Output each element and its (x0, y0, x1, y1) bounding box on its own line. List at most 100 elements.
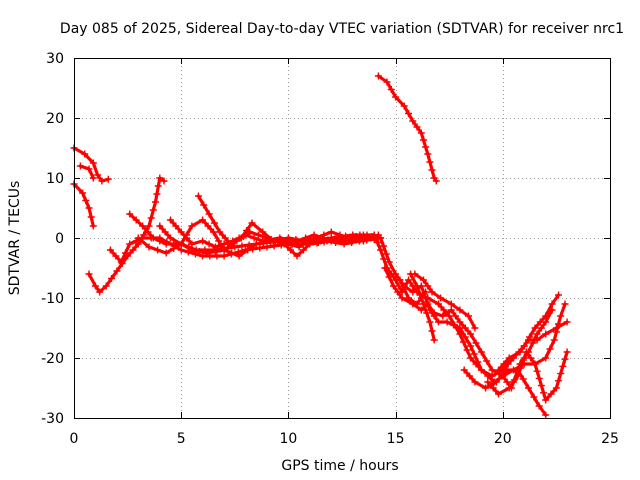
data-point (374, 72, 382, 80)
data-point (377, 234, 385, 242)
data-point (149, 234, 157, 242)
data-point (199, 216, 207, 224)
series-trace-1 (70, 144, 112, 185)
data-point (221, 234, 229, 242)
data-point (293, 237, 301, 245)
data-point (215, 237, 223, 245)
data-point (396, 276, 404, 284)
data-point (154, 246, 162, 254)
y-tick-label: 10 (46, 171, 64, 187)
data-point (154, 182, 162, 190)
data-point (548, 306, 556, 314)
data-point (405, 276, 412, 284)
data-point (106, 246, 114, 254)
data-point (89, 174, 97, 182)
data-point (152, 198, 159, 206)
data-point (194, 192, 202, 200)
data-point (503, 366, 511, 374)
data-point (134, 234, 142, 242)
x-tick-label: 5 (177, 431, 186, 447)
data-point (104, 175, 112, 183)
data-point (503, 378, 511, 386)
data-point (327, 228, 335, 236)
data-point (420, 136, 427, 144)
data-point (252, 240, 260, 248)
data-point (422, 288, 430, 296)
data-point (533, 367, 541, 375)
y-axis-tick-labels: -30 -20 -10 0 10 20 30 (41, 51, 64, 427)
series-trace-13 (377, 234, 569, 386)
data-point (552, 384, 560, 392)
data-point (306, 240, 314, 248)
data-point (552, 324, 560, 332)
data-point (177, 228, 185, 236)
data-point (145, 243, 153, 251)
data-point (439, 312, 447, 320)
data-point (112, 252, 120, 260)
data-point (517, 364, 525, 372)
x-tick-label: 15 (387, 431, 405, 447)
series-line (413, 272, 477, 330)
data-point (353, 234, 361, 242)
data-point (488, 366, 496, 374)
data-point (259, 237, 267, 245)
data-point (199, 237, 207, 245)
data-point (452, 312, 460, 320)
data-point (533, 330, 541, 338)
data-point (81, 150, 89, 158)
data-point (280, 240, 288, 248)
data-point (195, 248, 203, 255)
data-point (413, 123, 421, 131)
data-point (228, 249, 236, 257)
data-point (209, 228, 217, 236)
data-point (495, 390, 502, 398)
data-point (139, 222, 147, 230)
data-point (235, 234, 243, 242)
data-point (287, 246, 294, 254)
data-point (482, 384, 490, 392)
data-point (98, 177, 106, 185)
data-point (250, 234, 258, 242)
data-point (319, 234, 327, 242)
data-point (392, 93, 400, 101)
data-point (392, 270, 400, 278)
data-point (435, 318, 442, 326)
data-point (447, 300, 455, 308)
data-point (188, 240, 196, 248)
data-point (525, 384, 532, 392)
data-point (160, 177, 168, 185)
data-point (561, 300, 569, 308)
y-tick-label: -10 (41, 291, 64, 307)
data-point (428, 288, 436, 296)
data-point (373, 239, 381, 246)
y-tick-label: 20 (46, 111, 64, 127)
series-trace-2 (76, 162, 97, 182)
data-point (383, 78, 391, 86)
data-point (495, 366, 502, 374)
data-point (238, 242, 246, 250)
data-point (85, 270, 93, 278)
data-point (200, 201, 208, 209)
data-point (440, 306, 448, 314)
data-point (380, 242, 387, 250)
data-point (340, 240, 348, 248)
data-point (417, 294, 425, 302)
data-point (435, 300, 442, 308)
data-point (162, 240, 170, 248)
data-point (550, 336, 558, 344)
data-point (477, 348, 485, 356)
data-point (489, 384, 497, 392)
series-trace-11 (374, 72, 440, 185)
data-point (327, 237, 335, 245)
data-point (147, 214, 155, 222)
data-point (409, 288, 417, 296)
data-point (244, 246, 252, 254)
series-line (496, 320, 569, 372)
y-tick-label: -20 (41, 351, 64, 367)
data-point (492, 378, 500, 386)
data-point (302, 234, 310, 242)
data-point (129, 246, 137, 254)
data-point (132, 216, 140, 224)
x-tick-label: 10 (279, 431, 297, 447)
data-point (288, 241, 296, 249)
